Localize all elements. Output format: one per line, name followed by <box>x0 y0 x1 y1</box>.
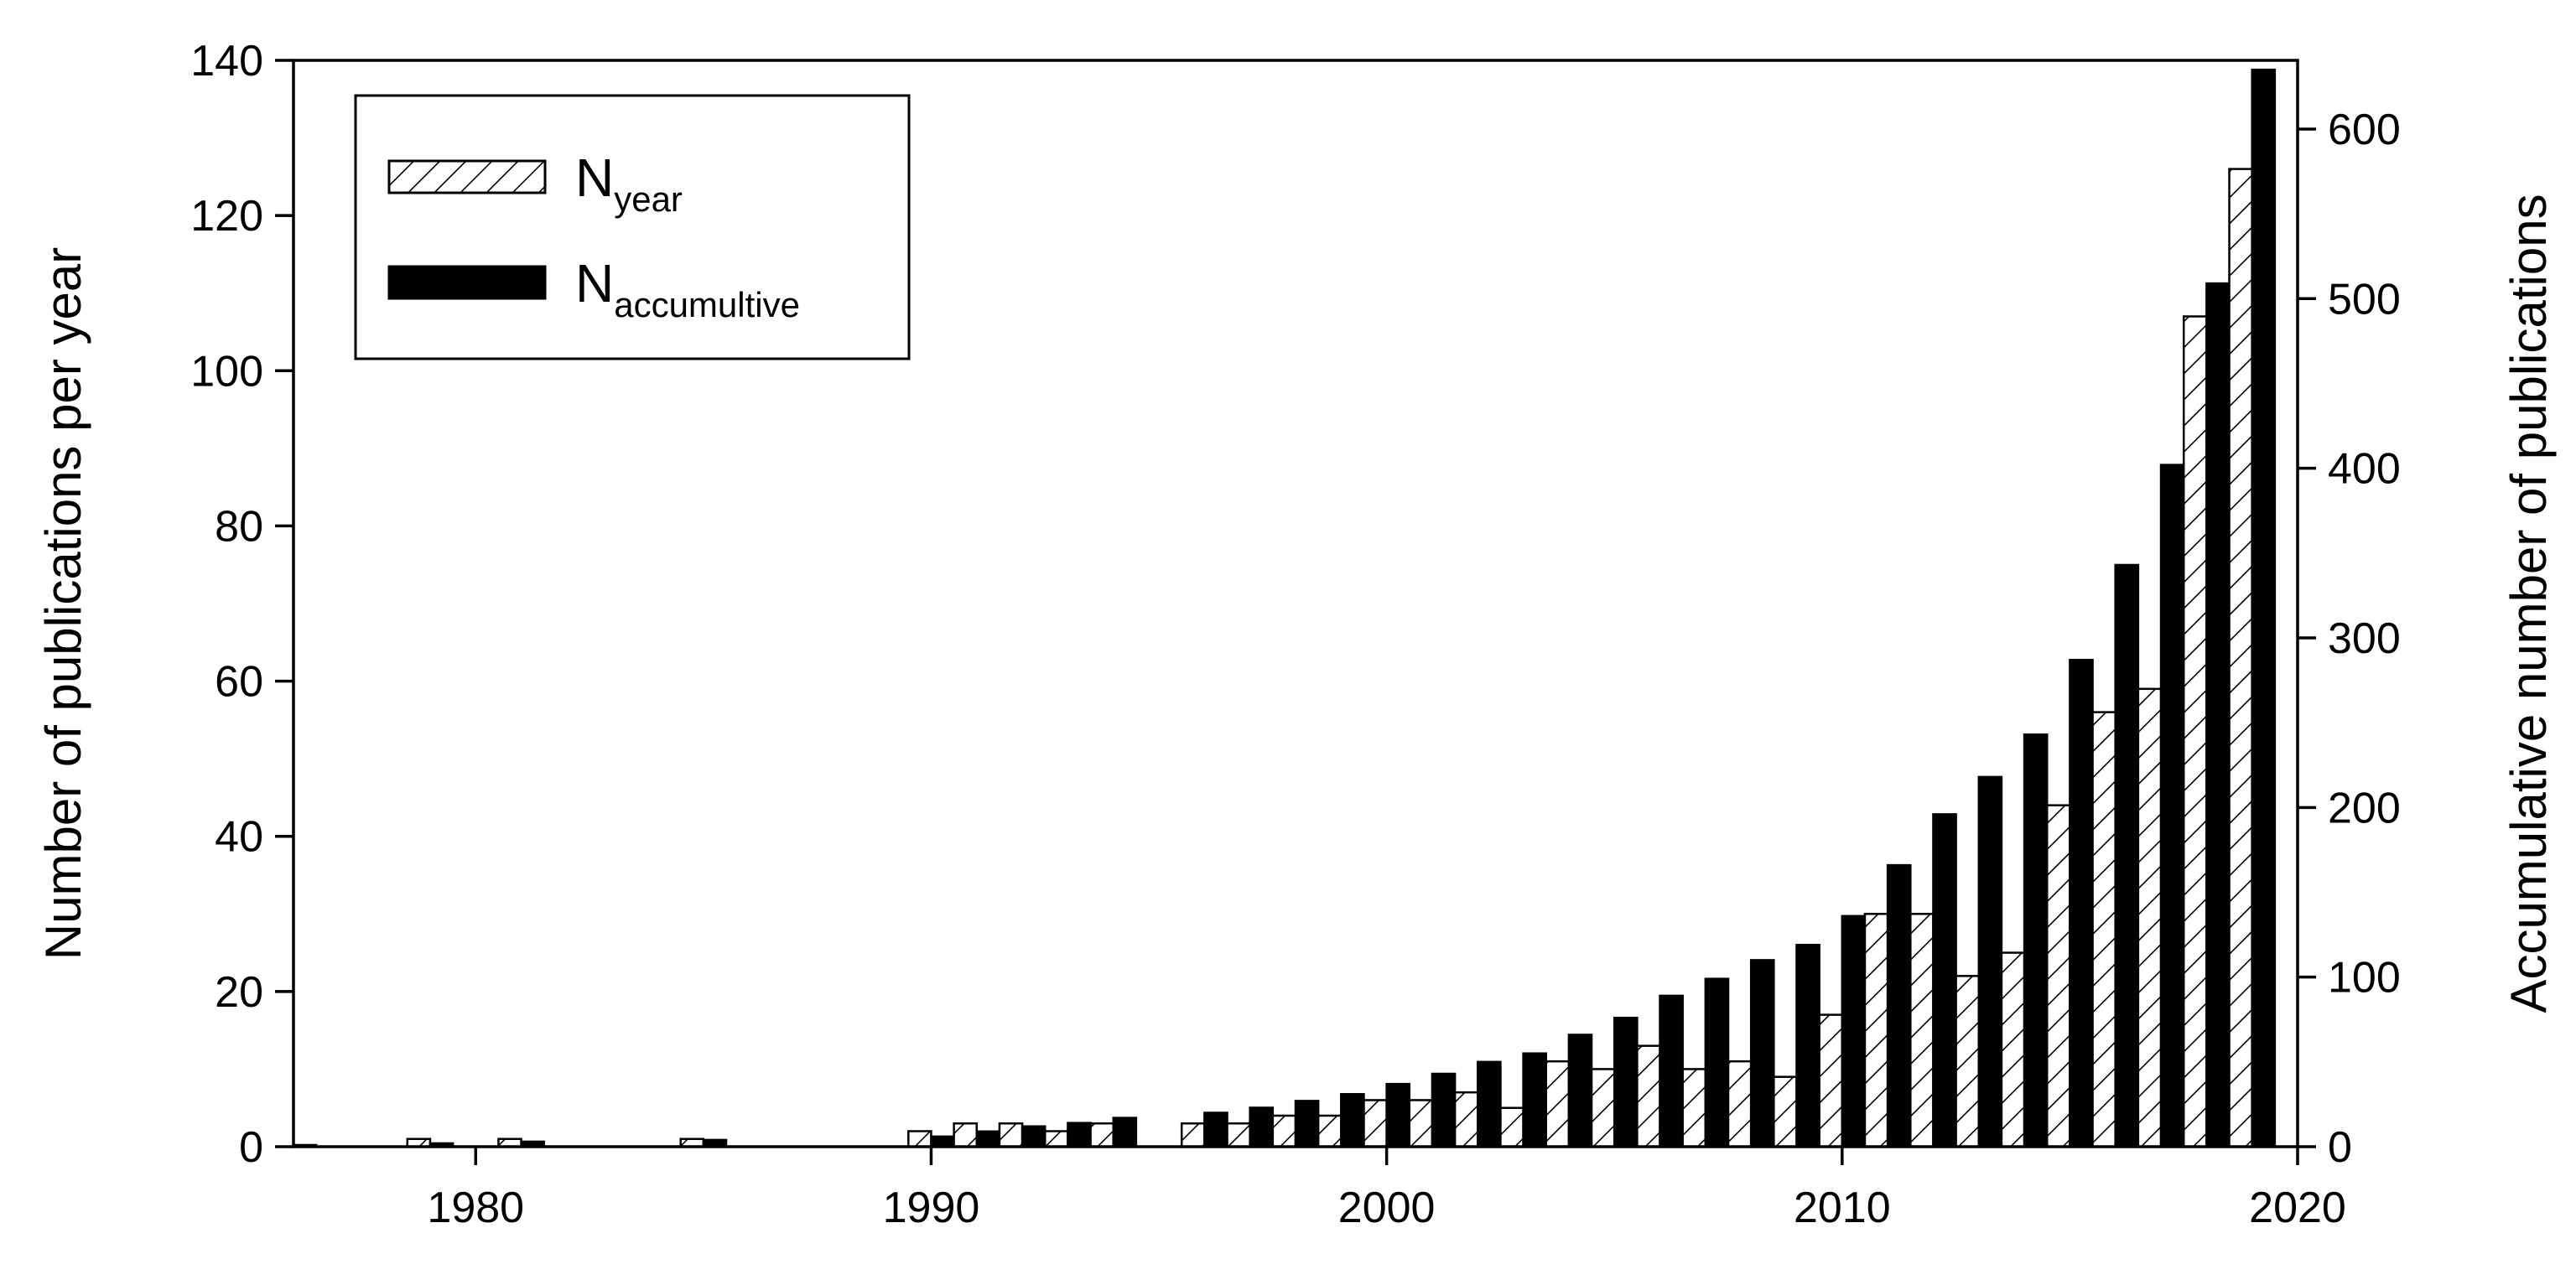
bar-year-1990 <box>907 1130 932 1148</box>
bar-accumultive-2006 <box>1659 994 1684 1148</box>
bar-year-2005 <box>1590 1068 1616 1148</box>
bar-year-2003 <box>1499 1106 1524 1148</box>
bar-year-1997 <box>1226 1122 1251 1148</box>
bar-year-1999 <box>1317 1114 1343 1148</box>
y-tick-label-60: 60 <box>215 658 263 707</box>
y-tick-label-40: 40 <box>215 813 263 862</box>
bar-accumultive-2015 <box>2069 659 2094 1148</box>
y-tick-label-80: 80 <box>215 502 263 551</box>
bar-year-2010 <box>1818 1013 1844 1148</box>
legend-label-accumultive: Naccumultive <box>575 253 800 324</box>
x-tick-label-2010: 2010 <box>1794 1184 1891 1232</box>
bar-year-2001 <box>1408 1099 1434 1148</box>
legend: Nyear Naccumultive <box>354 94 911 360</box>
x-tick-label-2000: 2000 <box>1338 1184 1436 1232</box>
legend-swatch-year <box>387 159 547 194</box>
x-tick-label-2020: 2020 <box>2249 1184 2346 1232</box>
bar-year-1994 <box>1089 1122 1114 1148</box>
bar-accumultive-1994 <box>1112 1117 1138 1148</box>
bar-year-2006 <box>1636 1044 1661 1148</box>
bar-accumultive-2003 <box>1522 1052 1548 1148</box>
bar-accumultive-2013 <box>1977 775 2003 1148</box>
legend-accumultive-main: N <box>575 253 614 313</box>
y-tick-label-140: 140 <box>190 37 263 85</box>
bar-accumultive-1998 <box>1294 1100 1320 1148</box>
y2-tick-label-200: 200 <box>2328 784 2401 832</box>
bar-accumultive-2019 <box>2251 68 2277 1148</box>
legend-box <box>354 94 911 360</box>
bar-year-1992 <box>998 1122 1024 1148</box>
bar-year-2004 <box>1545 1060 1571 1148</box>
y2-tick-label-500: 500 <box>2328 275 2401 324</box>
bar-year-2002 <box>1453 1091 1479 1148</box>
bar-year-2007 <box>1681 1068 1707 1148</box>
y-tick-label-0: 0 <box>239 1123 263 1172</box>
bar-year-2017 <box>2137 687 2163 1148</box>
x-tick-label-1990: 1990 <box>883 1184 980 1232</box>
y2-tick-label-400: 400 <box>2328 445 2401 494</box>
bar-accumultive-1993 <box>1067 1122 1092 1148</box>
legend-swatch-accumultive <box>387 265 547 300</box>
bar-year-2016 <box>2091 711 2116 1148</box>
bar-accumultive-2001 <box>1431 1072 1457 1148</box>
bar-accumultive-2002 <box>1477 1060 1502 1148</box>
axes-layer: 0 20 40 60 80 100 120 140 0 100 200 300 400 500 600 198… <box>190 37 2401 1232</box>
bar-accumultive-2009 <box>1795 943 1820 1148</box>
bar-accumultive-2007 <box>1704 977 1730 1148</box>
bar-accumultive-2012 <box>1932 813 1957 1148</box>
legend-accumultive-sub: accumultive <box>614 285 800 324</box>
bar-accumultive-1997 <box>1249 1106 1275 1148</box>
bar-accumultive-2011 <box>1886 863 1912 1148</box>
y2-tick-label-600: 600 <box>2328 106 2401 154</box>
bar-accumultive-2010 <box>1841 915 1867 1148</box>
bar-accumultive-2014 <box>2023 733 2049 1148</box>
bar-accumultive-2016 <box>2114 563 2140 1148</box>
y2-tick-label-0: 0 <box>2328 1123 2352 1172</box>
y2-tick-label-100: 100 <box>2328 954 2401 1003</box>
y-axis-title: Number of publications per year <box>35 247 91 960</box>
bar-year-1993 <box>1044 1130 1069 1148</box>
bar-accumultive-1992 <box>1021 1125 1046 1148</box>
bar-year-2008 <box>1727 1060 1753 1148</box>
bar-year-2012 <box>1909 913 1935 1148</box>
bar-year-2009 <box>1773 1075 1798 1148</box>
bar-year-1991 <box>953 1122 979 1148</box>
bar-year-2013 <box>1955 975 1981 1148</box>
bar-year-2014 <box>2000 951 2026 1148</box>
y-tick-label-120: 120 <box>190 192 263 241</box>
bar-year-2015 <box>2046 804 2071 1148</box>
legend-label-year: Nyear <box>575 148 683 219</box>
y-tick-label-100: 100 <box>190 347 263 396</box>
bar-year-2018 <box>2182 315 2208 1148</box>
bar-accumultive-1990 <box>930 1135 955 1148</box>
y-tick-label-20: 20 <box>215 968 263 1017</box>
bar-accumultive-1999 <box>1340 1093 1365 1148</box>
legend-year-sub: year <box>614 179 683 219</box>
bar-accumultive-2004 <box>1567 1034 1593 1148</box>
bar-year-2000 <box>1363 1099 1388 1148</box>
bar-accumultive-2005 <box>1613 1016 1639 1148</box>
x-tick-label-1980: 1980 <box>427 1184 524 1232</box>
legend-year-main: N <box>575 148 614 208</box>
bar-year-2011 <box>1863 913 1889 1148</box>
bar-accumultive-2018 <box>2205 282 2231 1148</box>
bar-year-1998 <box>1271 1114 1297 1148</box>
bar-accumultive-1996 <box>1203 1111 1228 1148</box>
bar-accumultive-2017 <box>2159 464 2185 1148</box>
plot-frame <box>292 59 2299 1148</box>
bar-accumultive-2000 <box>1385 1082 1411 1148</box>
y2-tick-label-300: 300 <box>2328 614 2401 663</box>
y2-axis-title: Accumulative number of publications <box>2501 194 2557 1013</box>
bar-accumultive-1991 <box>975 1130 1001 1148</box>
bar-year-1996 <box>1180 1122 1206 1148</box>
bar-year-2019 <box>2228 168 2253 1148</box>
bar-accumultive-2008 <box>1749 959 1775 1148</box>
